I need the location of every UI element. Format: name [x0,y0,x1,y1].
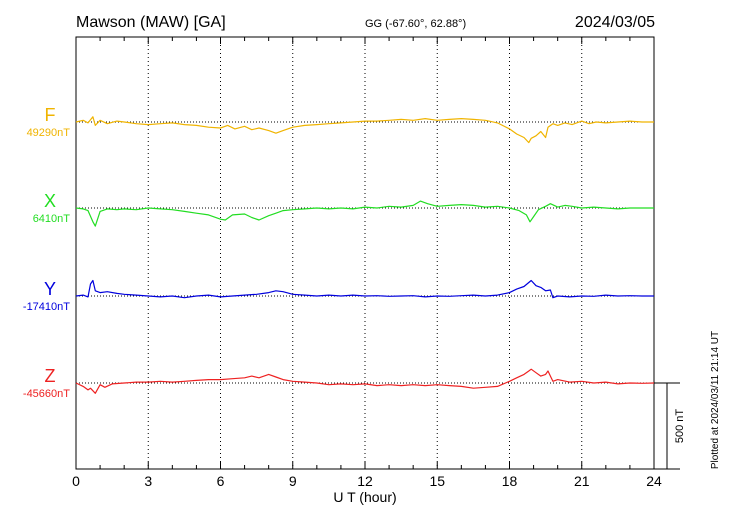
series-name-x: X [44,191,56,211]
x-tick-label-1: 3 [144,473,152,489]
plot-date: 2024/03/05 [575,14,655,31]
series-line-f [75,116,654,144]
x-tick-label-6: 18 [502,473,518,489]
series-group [75,116,655,394]
x-axis-label: U T (hour) [333,489,396,505]
x-axis-ticks: 0 3 6 9 12 15 18 21 24 [72,37,662,489]
baseline-value-x: 6410nT [33,213,71,225]
scale-bar-label: 500 nT [674,409,686,444]
series-name-y: Y [44,279,56,299]
x-tick-label-3: 9 [289,473,297,489]
scale-bar: 500 nT [654,382,686,470]
x-tick-label-5: 15 [429,473,445,489]
x-tick-label-7: 21 [574,473,590,489]
x-tick-label-8: 24 [646,473,662,489]
x-tick-label-0: 0 [72,473,80,489]
series-line-y [75,279,654,299]
series-line-x [75,200,654,227]
grid-lines [147,37,583,469]
x-tick-label-2: 6 [217,473,225,489]
series-name-f: F [45,105,56,125]
baseline-value-z: -45660nT [23,388,70,400]
station-title: Mawson (MAW) [GA] [76,14,226,31]
series-line-z [75,368,655,394]
station-coords: GG (-67.60°, 62.88°) [365,18,466,30]
series-name-z: Z [45,366,56,386]
baseline-value-f: 49290nT [27,127,71,139]
series-labels: F 49290nT X 6410nT Y -17410nT Z -45660nT [23,105,70,400]
plotted-at-label: Plotted at 2024/03/11 21:14 UT [710,331,721,469]
baseline-value-y: -17410nT [23,301,70,313]
x-tick-label-4: 12 [357,473,373,489]
